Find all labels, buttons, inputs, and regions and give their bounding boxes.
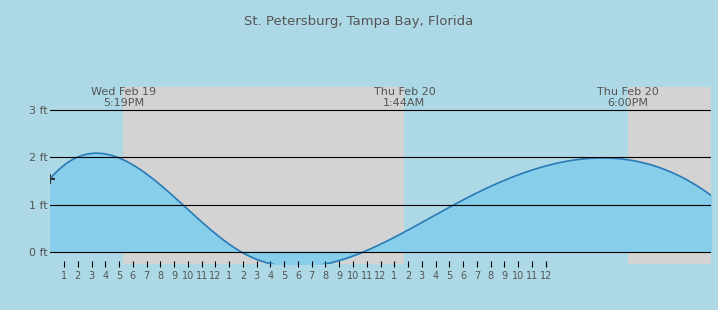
Bar xyxy=(123,87,404,264)
Text: Thu Feb 20
6:00PM: Thu Feb 20 6:00PM xyxy=(597,87,659,108)
Text: Wed Feb 19
5:19PM: Wed Feb 19 5:19PM xyxy=(91,87,156,108)
Bar xyxy=(628,87,711,264)
Text: St. Petersburg, Tampa Bay, Florida: St. Petersburg, Tampa Bay, Florida xyxy=(244,16,474,29)
Text: Thu Feb 20
1:44AM: Thu Feb 20 1:44AM xyxy=(373,87,435,108)
